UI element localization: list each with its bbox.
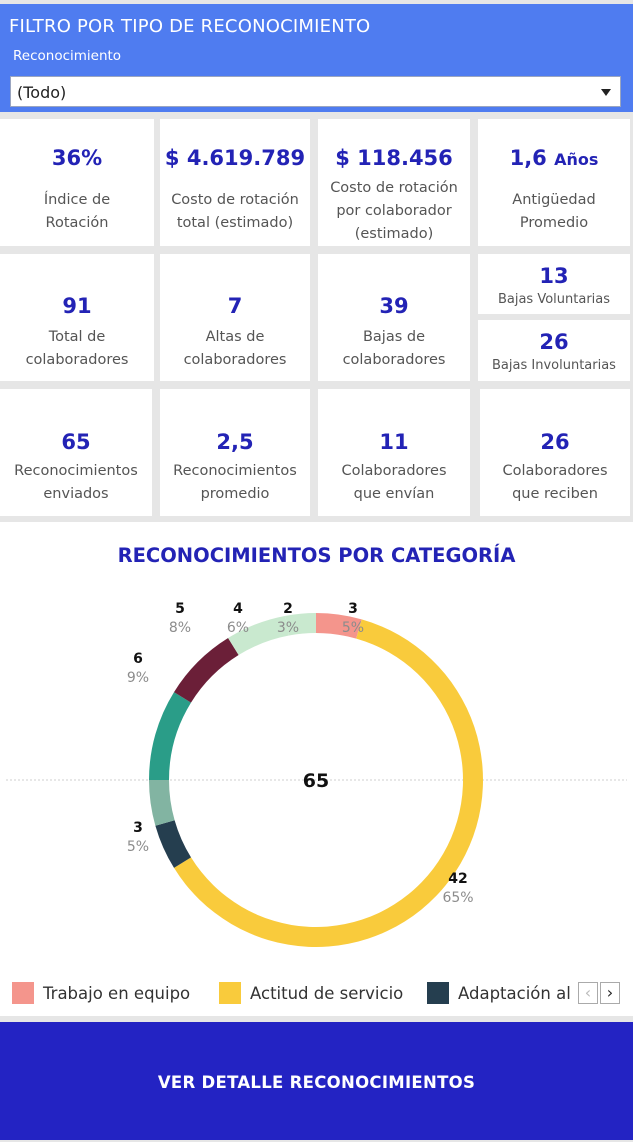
kpi-value: 2,5: [216, 430, 254, 454]
kpi-colab-reciben: 26 Colaboradores que reciben: [480, 389, 630, 516]
kpi-label: Bajas Involuntarias: [492, 358, 616, 373]
kpi-total-colaboradores: 91 Total de colaboradores: [0, 254, 154, 381]
legend-item-actitud-de-servicio[interactable]: Actitud de servicio: [219, 982, 403, 1004]
kpi-label-2: que reciben: [512, 486, 598, 502]
reconocimiento-select[interactable]: (Todo): [10, 76, 621, 107]
kpi-label-2: Rotación: [45, 215, 109, 231]
data-label-pct-5: 6%: [227, 620, 249, 636]
donut-slice-7[interactable]: [285, 613, 316, 636]
donut-center-total: 65: [303, 770, 329, 792]
data-label-value-0: 3: [348, 601, 358, 617]
kpi-value: $ 118.456: [335, 146, 453, 170]
donut-slice-2[interactable]: [155, 820, 192, 868]
kpi-label-2: colaboradores: [25, 352, 129, 368]
data-label-pct-0: 5%: [342, 620, 364, 636]
legend-item-trabajo-en-equipo[interactable]: Trabajo en equipo: [12, 982, 190, 1004]
kpi-label-1: Reconocimientos: [14, 463, 138, 479]
data-label-pct-2: 5%: [127, 839, 149, 855]
kpi-altas: 7 Altas de colaboradores: [160, 254, 310, 381]
donut-slice-6[interactable]: [228, 615, 289, 656]
data-label-value-2: 3: [133, 820, 143, 836]
legend-label: Actitud de servicio: [250, 983, 404, 1003]
donut-chart: 65 3 5% 42 65% 3 5% 6 9% 5 8% 4 6% 2 3%: [6, 601, 627, 947]
kpi-colab-envian: 11 Colaboradores que envían: [318, 389, 470, 516]
kpi-label-1: Costo de rotación: [171, 192, 299, 208]
data-label-pct-1: 65%: [442, 890, 473, 906]
filter-panel: FILTRO POR TIPO DE RECONOCIMIENTO Recono…: [0, 4, 633, 112]
ver-detalle-button[interactable]: VER DETALLE RECONOCIMIENTOS: [0, 1022, 633, 1140]
kpi-value: 65: [61, 430, 91, 454]
kpi-label-2: Promedio: [519, 215, 589, 231]
data-label-value-4: 5: [175, 601, 185, 617]
kpi-costo-colaborador: $ 118.456 Costo de rotación por colabora…: [318, 119, 470, 246]
legend-label: Trabajo en equipo: [43, 983, 191, 1003]
kpi-label-2: promedio: [200, 486, 270, 502]
data-label-pct-4: 8%: [169, 620, 191, 636]
kpi-bajas: 39 Bajas de colaboradores: [318, 254, 470, 381]
kpi-label-1: Antigüedad: [512, 192, 596, 208]
kpi-label-2: colaboradores: [183, 352, 287, 368]
kpi-value: 26: [539, 330, 569, 354]
kpi-value: 1,6: [509, 146, 547, 170]
kpi-rec-enviados: 65 Reconocimientos enviados: [0, 389, 152, 516]
donut-slice-4[interactable]: [149, 692, 192, 780]
kpi-label-2: enviados: [43, 486, 109, 502]
kpi-label-2: total (estimado): [176, 215, 294, 231]
kpi-value: 91: [62, 294, 92, 318]
kpi-value: 7: [227, 294, 243, 318]
legend-label: Adaptación al: [458, 983, 571, 1003]
data-label-value-5: 4: [233, 601, 243, 617]
select-value: (Todo): [17, 83, 67, 102]
filter-title: FILTRO POR TIPO DE RECONOCIMIENTO: [9, 16, 371, 37]
kpi-label: Bajas Voluntarias: [497, 292, 611, 307]
kpi-antiguedad: 1,6 Años Antigüedad Promedio: [478, 119, 630, 246]
kpi-indice-rotacion: 36% Índice de Rotación: [0, 119, 154, 246]
kpi-label-1: Total de: [48, 329, 106, 345]
kpi-value: $ 4.619.789: [164, 146, 306, 170]
chevron-down-icon[interactable]: [601, 89, 611, 96]
donut-slice-5[interactable]: [174, 638, 239, 703]
kpi-value: 26: [540, 430, 570, 454]
kpi-value-group: 1,6 Años: [478, 146, 630, 170]
ver-detalle-label: VER DETALLE RECONOCIMIENTOS: [157, 1073, 476, 1092]
kpi-label-1: Bajas de: [362, 329, 426, 345]
data-label-value-6: 2: [283, 601, 293, 617]
kpi-rec-promedio: 2,5 Reconocimientos promedio: [160, 389, 310, 516]
kpi-label-2: por colaborador: [336, 203, 452, 219]
chart-legend: Trabajo en equipo Actitud de servicio Ad…: [0, 982, 633, 1012]
legend-swatch: [427, 982, 449, 1004]
kpi-costo-total: $ 4.619.789 Costo de rotación total (est…: [160, 119, 310, 246]
kpi-label-1: Altas de: [205, 329, 265, 345]
legend-next-icon[interactable]: ›: [600, 982, 620, 1004]
data-label-pct-3: 9%: [127, 670, 149, 686]
kpi-label-1: Costo de rotación: [330, 180, 458, 196]
kpi-label-2: que envían: [353, 486, 435, 502]
kpi-label-1: Colaboradores: [341, 463, 447, 479]
legend-swatch: [219, 982, 241, 1004]
kpi-bajas-voluntarias: 13 Bajas Voluntarias: [478, 254, 630, 314]
kpi-label-3: (estimado): [354, 226, 434, 242]
legend-prev-icon[interactable]: ‹: [578, 982, 598, 1004]
chart-panel: RECONOCIMIENTOS POR CATEGORÍA 65 3 5% 42 65%…: [0, 522, 633, 1016]
kpi-bajas-involuntarias: 26 Bajas Involuntarias: [478, 320, 630, 381]
kpi-value: 13: [539, 264, 569, 288]
filter-label: Reconocimiento: [13, 48, 122, 64]
chart-title: RECONOCIMIENTOS POR CATEGORÍA: [117, 544, 516, 567]
kpi-label-1: Colaboradores: [502, 463, 608, 479]
kpi-value: 11: [379, 430, 409, 454]
donut-slice-3[interactable]: [149, 780, 175, 826]
kpi-value: 36%: [51, 146, 103, 170]
data-label-pct-6: 3%: [277, 620, 299, 636]
legend-swatch: [12, 982, 34, 1004]
data-label-value-3: 6: [133, 651, 143, 667]
donut-slice-0[interactable]: [316, 613, 362, 639]
legend-item-adaptacion[interactable]: Adaptación al: [427, 982, 571, 1004]
kpi-label-2: colaboradores: [342, 352, 446, 368]
kpi-label-1: Reconocimientos: [173, 463, 297, 479]
data-label-value-1: 42: [448, 871, 467, 887]
kpi-unit: Años: [554, 150, 599, 169]
kpi-label-1: Índice de: [43, 192, 111, 208]
kpi-value: 39: [379, 294, 409, 318]
